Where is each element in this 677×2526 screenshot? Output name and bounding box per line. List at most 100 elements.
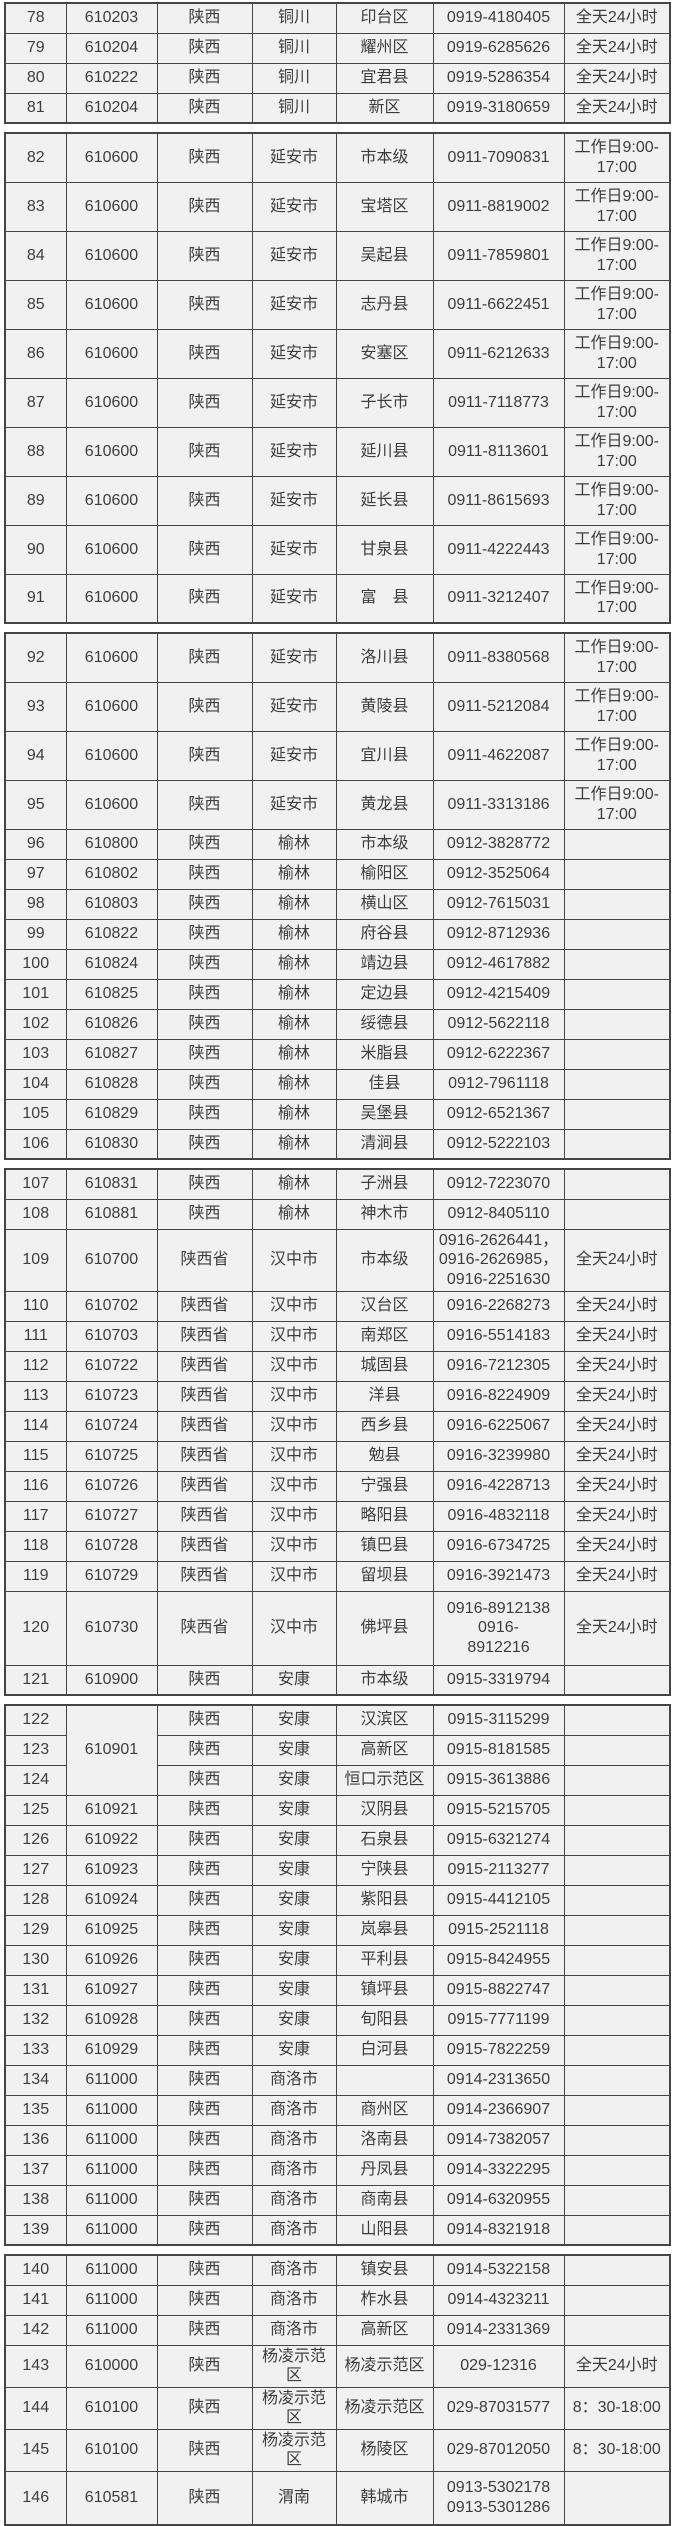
table-section: 92 610600 陕西 延安市 洛川县 0911-8380568 工作日9:00-17:0…: [4, 632, 671, 1160]
cell-province: 陕西: [156, 377, 253, 428]
cell-code: 611000: [65, 2124, 158, 2156]
cell-code: 610600: [65, 328, 158, 379]
cell-code: 610723: [65, 1380, 158, 1412]
cell-seq: 83: [4, 181, 67, 232]
cell-province: 陕西: [156, 524, 253, 575]
cell-hours: 全天24小时: [563, 1350, 671, 1382]
cell-hours: [563, 2470, 671, 2526]
table-row: 138 611000 陕西 商洛市 商南县 0914-6320955: [4, 2184, 671, 2216]
cell-city: 安康: [251, 1854, 337, 1886]
cell-district: 甘泉县: [335, 524, 434, 575]
cell-city: 延安市: [251, 230, 337, 281]
cell-city: 铜川: [251, 62, 337, 94]
table-row: 85 610600 陕西 延安市 志丹县 0911-6622451 工作日9:00-17:0…: [4, 279, 671, 330]
cell-phone: 0914-2366907: [432, 2094, 565, 2126]
cell-phone: 0915-2521118: [432, 1914, 565, 1946]
cell-hours: [563, 2184, 671, 2216]
cell-seq: 142: [4, 2314, 67, 2346]
table-row: 113 610723 陕西省 汉中市 洋县 0916-8224909 全天24小时: [4, 1380, 671, 1412]
cell-district: 米脂县: [335, 1038, 434, 1070]
table-row: 93 610600 陕西 延安市 黄陵县 0911-5212084 工作日9:00-17:0…: [4, 681, 671, 732]
cell-seq: 136: [4, 2124, 67, 2156]
cell-district: 镇坪县: [335, 1974, 434, 2006]
cell-hours: [563, 1098, 671, 1130]
cell-city: 延安市: [251, 475, 337, 526]
cell-phone: 0912-8405110: [432, 1198, 565, 1230]
cell-district: 洛川县: [335, 632, 434, 683]
cell-district: 黄陵县: [335, 681, 434, 732]
cell-phone: 0912-3525064: [432, 858, 565, 890]
cell-province: 陕西: [156, 978, 253, 1010]
cell-district: [335, 2064, 434, 2096]
cell-phone: 0915-3319794: [432, 1664, 565, 1696]
cell-seq: 102: [4, 1008, 67, 1040]
cell-district: 紫阳县: [335, 1884, 434, 1916]
table-row: 88 610600 陕西 延安市 延川县 0911-8113601 工作日9:00-17:0…: [4, 426, 671, 477]
cell-seq: 128: [4, 1884, 67, 1916]
table-row: 106 610830 陕西 榆林 清涧县 0912-5222103: [4, 1128, 671, 1160]
cell-phone: 0911-6622451: [432, 279, 565, 330]
cell-province: 陕西: [156, 1914, 253, 1946]
cell-city: 榆林: [251, 1168, 337, 1200]
cell-city: 榆林: [251, 1038, 337, 1070]
cell-hours: [563, 1008, 671, 1040]
cell-province: 陕西: [156, 1198, 253, 1230]
table-row: 97 610802 陕西 榆林 榆阳区 0912-3525064: [4, 858, 671, 890]
cell-seq: 114: [4, 1410, 67, 1442]
cell-hours: 工作日9:00-17:00: [563, 730, 671, 781]
table-row: 107 610831 陕西 榆林 子洲县 0912-7223070: [4, 1168, 671, 1200]
cell-district: 勉县: [335, 1440, 434, 1472]
cell-district: 市本级: [335, 132, 434, 183]
table-row: 137 611000 陕西 商洛市 丹凤县 0914-3322295: [4, 2154, 671, 2186]
cell-province: 陕西: [156, 779, 253, 830]
cell-province: 陕西: [156, 2184, 253, 2216]
cell-district: 洋县: [335, 1380, 434, 1412]
cell-city: 延安市: [251, 181, 337, 232]
cell-seq: 80: [4, 62, 67, 94]
cell-phone: 0914-2313650: [432, 2064, 565, 2096]
cell-phone: 0916-4832118: [432, 1500, 565, 1532]
cell-district: 宝塔区: [335, 181, 434, 232]
cell-code: 610100: [65, 2386, 158, 2430]
table-row: 142 611000 陕西 商洛市 高新区 0914-2331369: [4, 2314, 671, 2346]
phone-line: 0913-5302178: [446, 2479, 551, 2497]
cell-city: 渭南: [251, 2470, 337, 2526]
cell-province: 陕西: [156, 2004, 253, 2036]
table-row: 121 610900 陕西 安康 市本级 0915-3319794: [4, 1664, 671, 1696]
cell-seq: 140: [4, 2254, 67, 2286]
table-row: 82 610600 陕西 延安市 市本级 0911-7090831 工作日9:00-17:0…: [4, 132, 671, 183]
cell-seq: 91: [4, 573, 67, 624]
cell-code: 610927: [65, 1974, 158, 2006]
cell-district: 市本级: [335, 1228, 434, 1292]
cell-phone: 0919-5286354: [432, 62, 565, 94]
table-row: 144 610100 陕西 杨凌示范区 杨凌示范区 029-87031577 8：30-18…: [4, 2386, 671, 2430]
table-row: 100 610824 陕西 榆林 靖边县 0912-4617882: [4, 948, 671, 980]
cell-district: 略阳县: [335, 1500, 434, 1532]
cell-seq: 129: [4, 1914, 67, 1946]
table-row: 123 陕西 安康 高新区 0915-8181585: [4, 1734, 671, 1766]
cell-district: 汉阴县: [335, 1794, 434, 1826]
cell-city: 榆林: [251, 1068, 337, 1100]
cell-phone: 0914-4323211: [432, 2284, 565, 2316]
cell-code: 610600: [65, 475, 158, 526]
cell-district: 黄龙县: [335, 779, 434, 830]
cell-district: 佳县: [335, 1068, 434, 1100]
cell-city: 商洛市: [251, 2124, 337, 2156]
cell-hours: 工作日9:00-17:00: [563, 181, 671, 232]
table-row: 119 610729 陕西省 汉中市 留坝县 0916-3921473 全天24小时: [4, 1560, 671, 1592]
cell-district: 丹凤县: [335, 2154, 434, 2186]
cell-seq: 113: [4, 1380, 67, 1412]
cell-hours: [563, 2034, 671, 2066]
cell-phone: 0914-6320955: [432, 2184, 565, 2216]
cell-seq: 133: [4, 2034, 67, 2066]
cell-province: 陕西: [156, 828, 253, 860]
cell-hours: [563, 918, 671, 950]
cell-district: 新区: [335, 92, 434, 124]
cell-seq: 96: [4, 828, 67, 860]
cell-phone: 0916-3921473: [432, 1560, 565, 1592]
cell-hours: 全天24小时: [563, 1290, 671, 1322]
cell-hours: [563, 2154, 671, 2186]
cell-province: 陕西: [156, 328, 253, 379]
cell-city: 安康: [251, 2004, 337, 2036]
